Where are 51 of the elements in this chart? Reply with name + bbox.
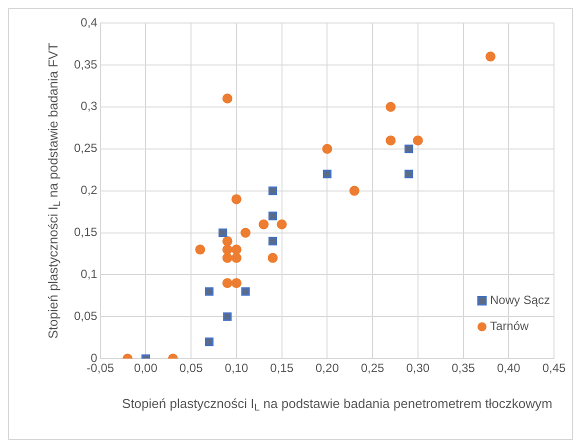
point — [322, 144, 332, 154]
point — [241, 287, 250, 296]
point — [268, 236, 278, 246]
point — [231, 244, 242, 255]
y-tick-label: 0,35 — [74, 57, 98, 72]
point — [231, 194, 242, 204]
y-tick-label: 0,15 — [74, 225, 98, 240]
y-tick-label: 0,25 — [74, 141, 98, 156]
legend-label: Nowy Sącz — [490, 293, 550, 308]
point — [231, 278, 242, 288]
x-tick-label: 0,05 — [179, 361, 204, 376]
point — [485, 52, 496, 62]
point — [222, 94, 232, 104]
point — [218, 228, 228, 238]
x-tick-label: 0,30 — [406, 361, 430, 376]
y-tick-label: 0,3 — [80, 99, 98, 114]
point — [386, 135, 396, 146]
point — [322, 170, 332, 178]
point — [231, 252, 242, 263]
x-tick-label: 0,40 — [496, 361, 521, 376]
x-tick-label: 0,20 — [316, 361, 340, 376]
point — [349, 186, 360, 196]
point — [386, 102, 396, 112]
y-tick-label: 0,05 — [74, 308, 98, 323]
point — [412, 135, 423, 146]
point — [222, 236, 232, 246]
point — [404, 170, 414, 178]
point — [258, 219, 269, 230]
point — [204, 338, 214, 346]
y-tick-label: 0,2 — [80, 183, 98, 198]
y-axis-title: Stopień plastyczności IL na podstawie badania FVT — [46, 42, 63, 339]
x-tick-label: 0,00 — [134, 361, 158, 376]
x-tick-label: 0,25 — [360, 361, 385, 376]
x-tick-label: 0,45 — [542, 361, 566, 376]
legend-label: Tarnów — [490, 319, 530, 334]
point — [222, 278, 232, 288]
point — [222, 252, 232, 263]
point — [268, 252, 278, 263]
point — [240, 228, 251, 238]
y-tick-label: 0,1 — [80, 267, 98, 282]
point — [268, 212, 278, 220]
x-tick-label: 0,35 — [452, 361, 476, 376]
point — [404, 144, 414, 154]
x-tick-label: 0,15 — [270, 361, 294, 376]
x-tick-label: 0,10 — [224, 361, 248, 376]
point — [204, 287, 214, 296]
point — [223, 312, 232, 321]
point — [276, 219, 287, 230]
y-tick-label: 0,4 — [80, 15, 98, 30]
point — [268, 186, 278, 196]
point — [195, 244, 206, 255]
